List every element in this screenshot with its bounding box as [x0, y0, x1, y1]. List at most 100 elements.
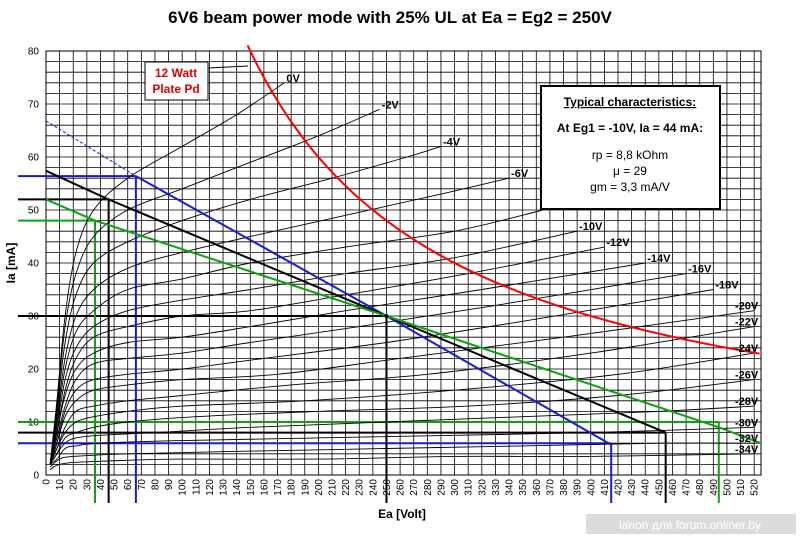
curve-label--20V: -20V — [735, 301, 759, 313]
plate-curve--16V — [49, 273, 687, 465]
watermark-bg — [586, 514, 796, 534]
x-tick-label: 370 — [545, 479, 556, 496]
x-tick-label: 110 — [191, 479, 202, 495]
dissipation-curve — [246, 44, 760, 355]
plate-curve--24V — [49, 352, 755, 465]
y-axis-label: Ia [mA] — [4, 243, 18, 284]
x-tick-label: 180 — [287, 479, 298, 496]
characteristics-box: Typical characteristics: At Eg1 = -10V, … — [540, 85, 721, 210]
x-tick-label: 80 — [150, 479, 161, 491]
x-tick-label: 340 — [505, 479, 516, 496]
x-tick-label: 520 — [750, 479, 761, 496]
x-tick-label: 480 — [695, 479, 706, 496]
curves — [49, 82, 755, 471]
plate-curve--12V — [49, 246, 605, 465]
x-tick-label: 160 — [259, 479, 270, 496]
box-heading: Typical characteristics: — [564, 95, 697, 109]
curve-label--24V: -24V — [735, 343, 759, 355]
x-tick-label: 300 — [450, 479, 461, 496]
plate-curve--18V — [49, 289, 714, 465]
curve-label--34V: -34V — [735, 444, 759, 456]
curve-label--28V: -28V — [735, 396, 759, 408]
plate-curve--8V — [49, 209, 544, 465]
x-axis-label: Ea [Volt] — [378, 507, 426, 521]
plate-curve--10V — [49, 230, 578, 465]
y-tick-label: 40 — [28, 259, 40, 270]
plate-curve--30V — [49, 426, 755, 465]
x-tick-label: 440 — [641, 479, 652, 496]
x-tick-label: 390 — [573, 479, 584, 496]
y-tick-label: 0 — [33, 471, 39, 482]
x-tick-label: 290 — [436, 479, 447, 496]
plate-curve--2V — [49, 108, 380, 465]
max-dissipation-curve — [246, 44, 760, 355]
load-lines — [45, 120, 762, 446]
watermark: larion для forum.onliner.by — [619, 518, 761, 532]
x-tick-label: 240 — [368, 479, 379, 496]
x-tick-label: 450 — [654, 479, 665, 496]
pd-label-line2: Plate Pd — [152, 82, 199, 96]
x-tick-label: 70 — [137, 479, 148, 491]
operating-point — [384, 314, 389, 318]
y-tick-label: 60 — [28, 153, 40, 164]
load-line-blue-dashed — [45, 120, 137, 177]
x-tick-label: 260 — [396, 479, 407, 496]
curve-label--4V: -4V — [443, 136, 461, 148]
x-tick-label: 20 — [69, 479, 80, 491]
curve-label--14V: -14V — [647, 253, 671, 265]
x-tick-label: 220 — [341, 479, 352, 496]
x-tick-label: 150 — [246, 479, 257, 496]
x-tick-label: 420 — [614, 479, 625, 496]
x-tick-label: 130 — [219, 479, 230, 496]
x-tick-label: 320 — [477, 479, 488, 496]
plate-curve--26V — [49, 379, 755, 465]
x-tick-label: 360 — [532, 479, 543, 496]
plate-curve--14V — [49, 262, 646, 465]
x-tick-label: 210 — [328, 479, 339, 496]
x-tick-label: 380 — [559, 479, 570, 496]
curve-label-0V: 0V — [286, 73, 300, 85]
curve-label--32V: -32V — [735, 433, 759, 445]
curve-label--12V: -12V — [606, 237, 630, 249]
curve-label--30V: -30V — [735, 417, 759, 429]
x-tick-label: 470 — [682, 479, 693, 496]
x-tick-label: 120 — [205, 479, 216, 496]
box-line4: gm = 3,3 mA/V — [590, 180, 670, 194]
x-tick-label: 0 — [42, 479, 53, 485]
curve-label--22V: -22V — [735, 317, 759, 329]
curve-label--2V: -2V — [382, 99, 400, 111]
plate-curve--6V — [49, 177, 510, 465]
tick-labels: 0 10 20 30 40 50 60 70 80 90 100 110 120 130 140 150 160… — [28, 47, 761, 496]
y-tick-label: 80 — [28, 47, 40, 58]
box-line3: μ = 29 — [613, 164, 647, 178]
plate-curve--34V — [49, 453, 755, 471]
plate-curve--28V — [49, 405, 755, 465]
plate-curve--20V — [49, 310, 755, 465]
pd-label-box: 12 Watt Plate Pd — [144, 61, 249, 101]
x-tick-label: 280 — [423, 479, 434, 496]
x-tick-label: 310 — [464, 479, 475, 496]
y-tick-label: 20 — [28, 365, 40, 376]
reference-lines — [18, 175, 720, 503]
x-tick-label: 200 — [314, 479, 325, 496]
x-tick-label: 500 — [722, 479, 733, 496]
curve-label--6V: -6V — [511, 168, 529, 180]
x-tick-label: 50 — [110, 479, 121, 491]
x-tick-label: 140 — [232, 479, 243, 496]
y-tick-label: 70 — [28, 100, 40, 111]
grid — [45, 50, 762, 476]
x-tick-label: 430 — [627, 479, 638, 496]
x-tick-label: 10 — [55, 479, 66, 491]
x-tick-label: 100 — [178, 479, 189, 496]
load-line-black — [45, 169, 667, 434]
x-tick-label: 90 — [164, 479, 175, 491]
x-tick-label: 40 — [96, 479, 107, 491]
plate-curve--32V — [49, 442, 755, 468]
y-tick-label: 50 — [28, 206, 40, 217]
box-line1: At Eg1 = -10V, Ia = 44 mA: — [557, 121, 703, 135]
x-tick-label: 460 — [668, 479, 679, 496]
pd-label-line1: 12 Watt — [155, 66, 197, 80]
curve-label--16V: -16V — [688, 264, 712, 276]
x-tick-label: 230 — [355, 479, 366, 496]
